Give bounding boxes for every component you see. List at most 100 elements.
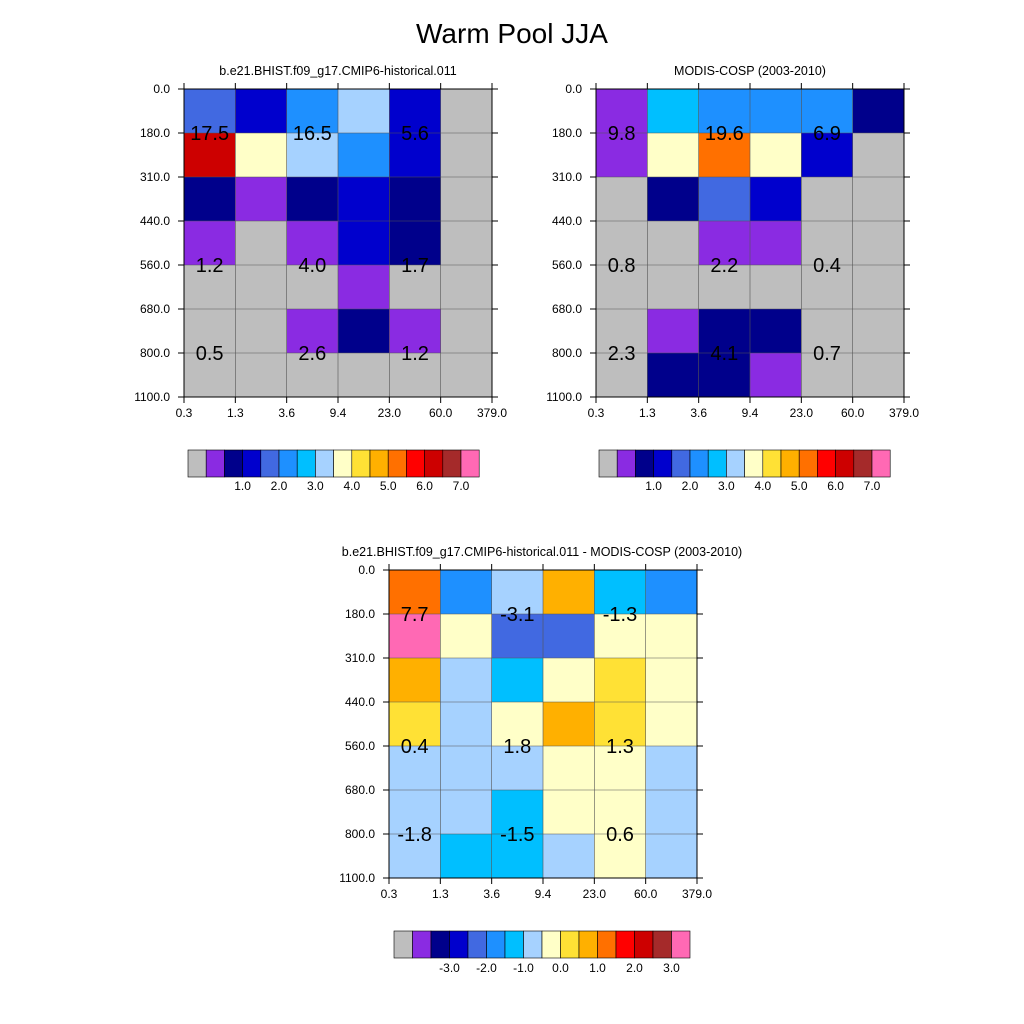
- data-label: 1.2: [196, 255, 224, 277]
- colorbar-swatch: [504, 930, 524, 959]
- colorbar-label: -1.0: [513, 961, 534, 975]
- colorbar-swatch: [449, 930, 469, 959]
- x-tick-label: 3.6: [483, 887, 500, 901]
- x-tick-label: 0.3: [381, 887, 398, 901]
- heatmap-cell: [647, 177, 700, 222]
- y-tick-label: 310.0: [140, 170, 170, 184]
- heatmap-cell: [596, 177, 648, 222]
- x-tick-label: 3.6: [278, 406, 295, 420]
- colorbar-swatch: [671, 930, 691, 959]
- heatmap-cell: [440, 834, 493, 879]
- heatmap-cell: [184, 89, 236, 134]
- heatmap-cell: [389, 746, 441, 791]
- heatmap-cell: [440, 746, 493, 791]
- colorbar-label: 2.0: [626, 961, 643, 975]
- heatmap-cell: [543, 746, 595, 791]
- heatmap-cell: [440, 133, 493, 178]
- data-label: 7.7: [401, 604, 429, 626]
- heatmap-cell: [750, 133, 802, 178]
- heatmap-cell: [389, 570, 441, 615]
- data-label: 0.4: [813, 255, 841, 277]
- heatmap-cell: [389, 221, 442, 266]
- data-label: 19.6: [705, 123, 744, 145]
- colorbar-label: 3.0: [307, 479, 324, 493]
- heatmap-cell: [184, 265, 236, 310]
- data-label: 1.7: [401, 255, 429, 277]
- y-tick-label: 0.0: [153, 82, 170, 96]
- data-label: 0.5: [196, 343, 224, 365]
- colorbar-swatch: [615, 930, 635, 959]
- heatmap-cell: [235, 177, 288, 222]
- heatmap-cell: [389, 309, 442, 354]
- heatmap-cell: [596, 221, 648, 266]
- x-tick-label: 60.0: [634, 887, 658, 901]
- heatmap-cell: [491, 790, 544, 835]
- colorbar-swatch: [541, 930, 561, 959]
- heatmap-cell: [338, 353, 390, 398]
- data-label: 0.6: [606, 824, 634, 846]
- x-tick-label: 379.0: [889, 406, 919, 420]
- y-tick-label: 800.0: [140, 346, 170, 360]
- heatmap-cell: [389, 353, 442, 398]
- heatmap-cell: [647, 309, 700, 354]
- heatmap-cell: [338, 133, 390, 178]
- data-label: 2.2: [710, 255, 738, 277]
- panel-title-obs: MODIS-COSP (2003-2010): [674, 64, 826, 78]
- y-tick-label: 680.0: [140, 302, 170, 316]
- data-label: 6.9: [813, 123, 841, 145]
- heatmap-cell: [594, 746, 647, 791]
- data-label: 4.0: [298, 255, 326, 277]
- heatmap-cell: [852, 265, 905, 310]
- heatmap-cell: [750, 309, 802, 354]
- heatmap-cell: [389, 658, 441, 703]
- heatmap-cell: [389, 790, 441, 835]
- y-tick-label: 0.0: [565, 82, 582, 96]
- colorbar-label: -2.0: [476, 961, 497, 975]
- heatmap-cell: [698, 133, 751, 178]
- heatmap-cell: [184, 133, 236, 178]
- data-label: 0.7: [813, 343, 841, 365]
- heatmap-cell: [596, 309, 648, 354]
- heatmap-cell: [750, 353, 802, 398]
- x-tick-label: 3.6: [690, 406, 707, 420]
- heatmap-cell: [389, 177, 442, 222]
- x-tick-label: 379.0: [682, 887, 712, 901]
- heatmap-cell: [235, 353, 288, 398]
- colorbar-swatch: [616, 449, 636, 478]
- y-tick-label: 560.0: [552, 258, 582, 272]
- heatmap-cell: [389, 265, 442, 310]
- heatmap-cell: [440, 702, 493, 747]
- heatmap-cell: [286, 89, 339, 134]
- heatmap-cell: [389, 89, 442, 134]
- heatmap-cell: [594, 702, 647, 747]
- heatmap-cell: [543, 570, 595, 615]
- data-label: 2.6: [298, 343, 326, 365]
- heatmap-cell: [491, 834, 544, 879]
- x-tick-label: 379.0: [477, 406, 507, 420]
- colorbar-swatch: [780, 449, 800, 478]
- figure-title: Warm Pool JJA: [416, 18, 608, 49]
- heatmap-cell: [852, 221, 905, 266]
- heatmap-cell: [235, 309, 288, 354]
- colorbar-swatch: [635, 449, 654, 478]
- heatmap-cell: [645, 614, 698, 659]
- heatmap-cell: [389, 614, 441, 659]
- heatmap-cell: [491, 658, 544, 703]
- colorbar-label: 7.0: [864, 479, 881, 493]
- colorbar-label: 1.0: [234, 479, 251, 493]
- colorbar-swatch: [853, 449, 873, 478]
- colorbar-label: 4.0: [754, 479, 771, 493]
- colorbar-swatch: [634, 930, 654, 959]
- heatmap-cell: [594, 790, 647, 835]
- heatmap-cell: [647, 265, 700, 310]
- heatmap-cell: [338, 309, 390, 354]
- y-tick-label: 1100.0: [546, 390, 582, 404]
- colorbar-label: 1.0: [589, 961, 606, 975]
- heatmap-cell: [852, 353, 905, 398]
- heatmap-cell: [440, 570, 493, 615]
- heatmap-cell: [596, 353, 648, 398]
- y-tick-label: 1100.0: [134, 390, 170, 404]
- colorbar-label: 2.0: [271, 479, 288, 493]
- x-tick-label: 9.4: [330, 406, 347, 420]
- y-tick-label: 440.0: [140, 214, 170, 228]
